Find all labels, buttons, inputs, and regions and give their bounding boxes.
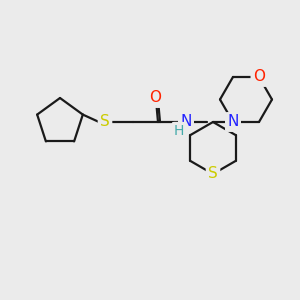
Text: H: H: [174, 124, 184, 138]
Text: N: N: [180, 115, 192, 130]
Text: O: O: [253, 70, 265, 85]
Text: N: N: [227, 115, 239, 130]
Text: S: S: [208, 167, 218, 182]
Text: O: O: [149, 91, 161, 106]
Text: O: O: [149, 91, 161, 106]
Text: S: S: [100, 115, 110, 130]
Text: S: S: [100, 115, 110, 130]
Text: N: N: [180, 115, 192, 130]
Text: S: S: [208, 167, 218, 182]
Text: N: N: [227, 115, 239, 130]
Text: O: O: [253, 70, 265, 85]
Text: H: H: [174, 124, 184, 138]
